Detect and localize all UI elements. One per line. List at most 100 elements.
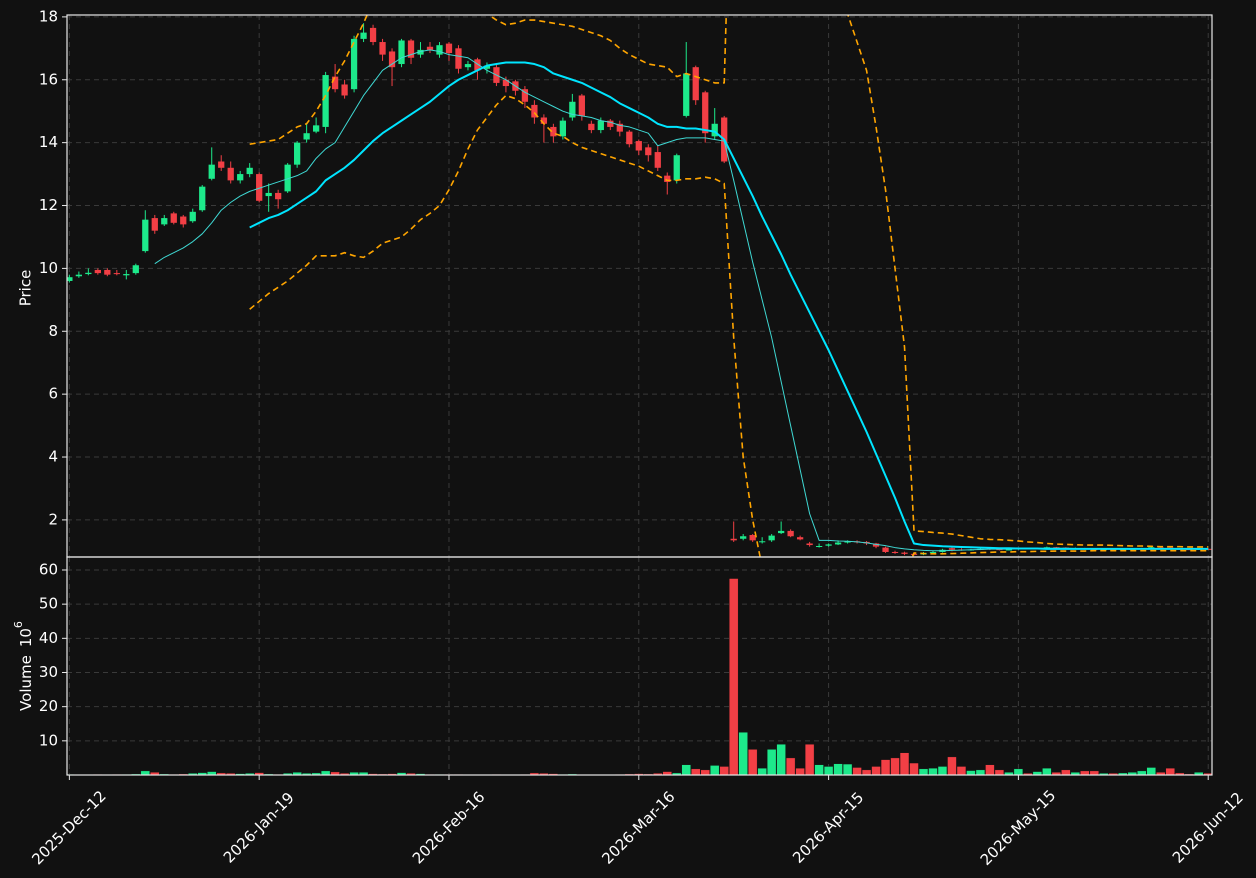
volume-bar xyxy=(852,767,862,775)
volume-bar xyxy=(928,767,938,775)
price-panel xyxy=(67,15,1212,557)
volume-bar xyxy=(188,773,198,775)
volume-tick-label: 60 xyxy=(39,560,58,578)
candle-body xyxy=(208,164,215,179)
volume-bar xyxy=(691,768,701,775)
volume-bar xyxy=(748,749,758,775)
volume-bar xyxy=(710,765,720,775)
volume-bar xyxy=(235,773,245,775)
candle-body xyxy=(825,544,832,546)
candle-body xyxy=(569,101,576,118)
volume-bar xyxy=(918,768,929,775)
candle-body xyxy=(341,84,348,96)
candle-body xyxy=(787,530,794,537)
candle-body xyxy=(1005,549,1013,551)
volume-tick-label: 10 xyxy=(39,731,58,749)
volume-tick-label: 30 xyxy=(39,663,58,681)
candle-body xyxy=(132,265,139,274)
overlay-line xyxy=(249,61,1209,550)
volume-bar xyxy=(738,732,748,775)
price-tick-label: 8 xyxy=(48,322,58,340)
volume-bar xyxy=(634,773,644,775)
candle-body xyxy=(597,120,604,131)
volume-bar xyxy=(766,749,777,775)
candle-body xyxy=(891,551,899,553)
volume-bar xyxy=(406,773,416,775)
volume-bar xyxy=(795,767,805,775)
volume-bar xyxy=(842,763,853,775)
volume-bar xyxy=(1146,767,1156,775)
candle-body xyxy=(692,67,699,101)
candle-body xyxy=(540,117,548,124)
price-tick-label: 12 xyxy=(39,196,58,214)
price-tick-label: 16 xyxy=(39,70,58,88)
volume-scale-exponent: 6 xyxy=(12,621,25,628)
candle-body xyxy=(161,218,168,225)
candle-body xyxy=(645,147,652,156)
candle-body xyxy=(702,92,709,134)
volume-bar xyxy=(814,764,824,775)
candle-body xyxy=(113,273,120,275)
volume-bar xyxy=(1127,772,1137,775)
volume-bar xyxy=(539,773,549,775)
volume-bar xyxy=(909,762,919,775)
candle-body xyxy=(948,548,956,550)
volume-frame xyxy=(66,556,1213,776)
candle-body xyxy=(872,543,880,547)
volume-bar xyxy=(301,773,312,775)
volume-bar xyxy=(681,764,691,775)
candle-body xyxy=(265,192,272,197)
volume-bar xyxy=(871,766,881,775)
volume-bar xyxy=(1080,770,1090,775)
candle-body xyxy=(67,277,73,281)
volume-bar xyxy=(1203,773,1212,775)
volume-bar xyxy=(396,772,407,775)
candle-body xyxy=(778,530,785,534)
candle-body xyxy=(142,219,149,252)
candle-body xyxy=(417,49,424,55)
candle-body xyxy=(284,164,291,192)
volume-bar xyxy=(1165,767,1175,775)
candle-body xyxy=(806,543,813,546)
volume-bar xyxy=(368,773,378,775)
volume-bar xyxy=(975,769,986,775)
candle-body xyxy=(322,75,329,127)
volume-bar xyxy=(548,773,559,775)
volume-bar xyxy=(1013,768,1024,775)
candle-body xyxy=(664,175,671,182)
candle-body xyxy=(654,152,661,168)
volume-bar xyxy=(719,766,729,775)
volume-bar xyxy=(197,772,207,775)
candle-body xyxy=(796,537,804,540)
candle-body xyxy=(303,133,310,140)
volume-axis-label: Volume 106 xyxy=(12,621,35,711)
volume-bar xyxy=(387,773,397,775)
candle-body xyxy=(882,547,889,552)
price-axis-label: Price xyxy=(17,270,35,307)
candle-body xyxy=(104,269,111,275)
volume-tick-label: 40 xyxy=(39,629,58,647)
candle-body xyxy=(85,272,92,275)
volume-bar xyxy=(804,744,815,775)
candle-body xyxy=(616,123,623,132)
candle-body xyxy=(626,131,633,145)
candle-body xyxy=(445,43,453,54)
volume-bar xyxy=(1042,767,1052,775)
volume-bar xyxy=(880,759,891,775)
candle-body xyxy=(256,174,263,201)
overlay-line xyxy=(249,15,1209,548)
candle-body xyxy=(901,552,908,554)
candle-body xyxy=(350,38,358,90)
candle-body xyxy=(369,27,377,43)
price-tick-label: 4 xyxy=(48,448,58,466)
volume-bar xyxy=(1194,772,1204,775)
volume-bar xyxy=(1099,773,1109,775)
candle-body xyxy=(218,161,225,168)
candle-body xyxy=(199,186,206,211)
candle-body xyxy=(740,536,747,539)
candle-body xyxy=(123,274,130,276)
volume-bar xyxy=(292,772,302,775)
candle-body xyxy=(170,213,177,223)
